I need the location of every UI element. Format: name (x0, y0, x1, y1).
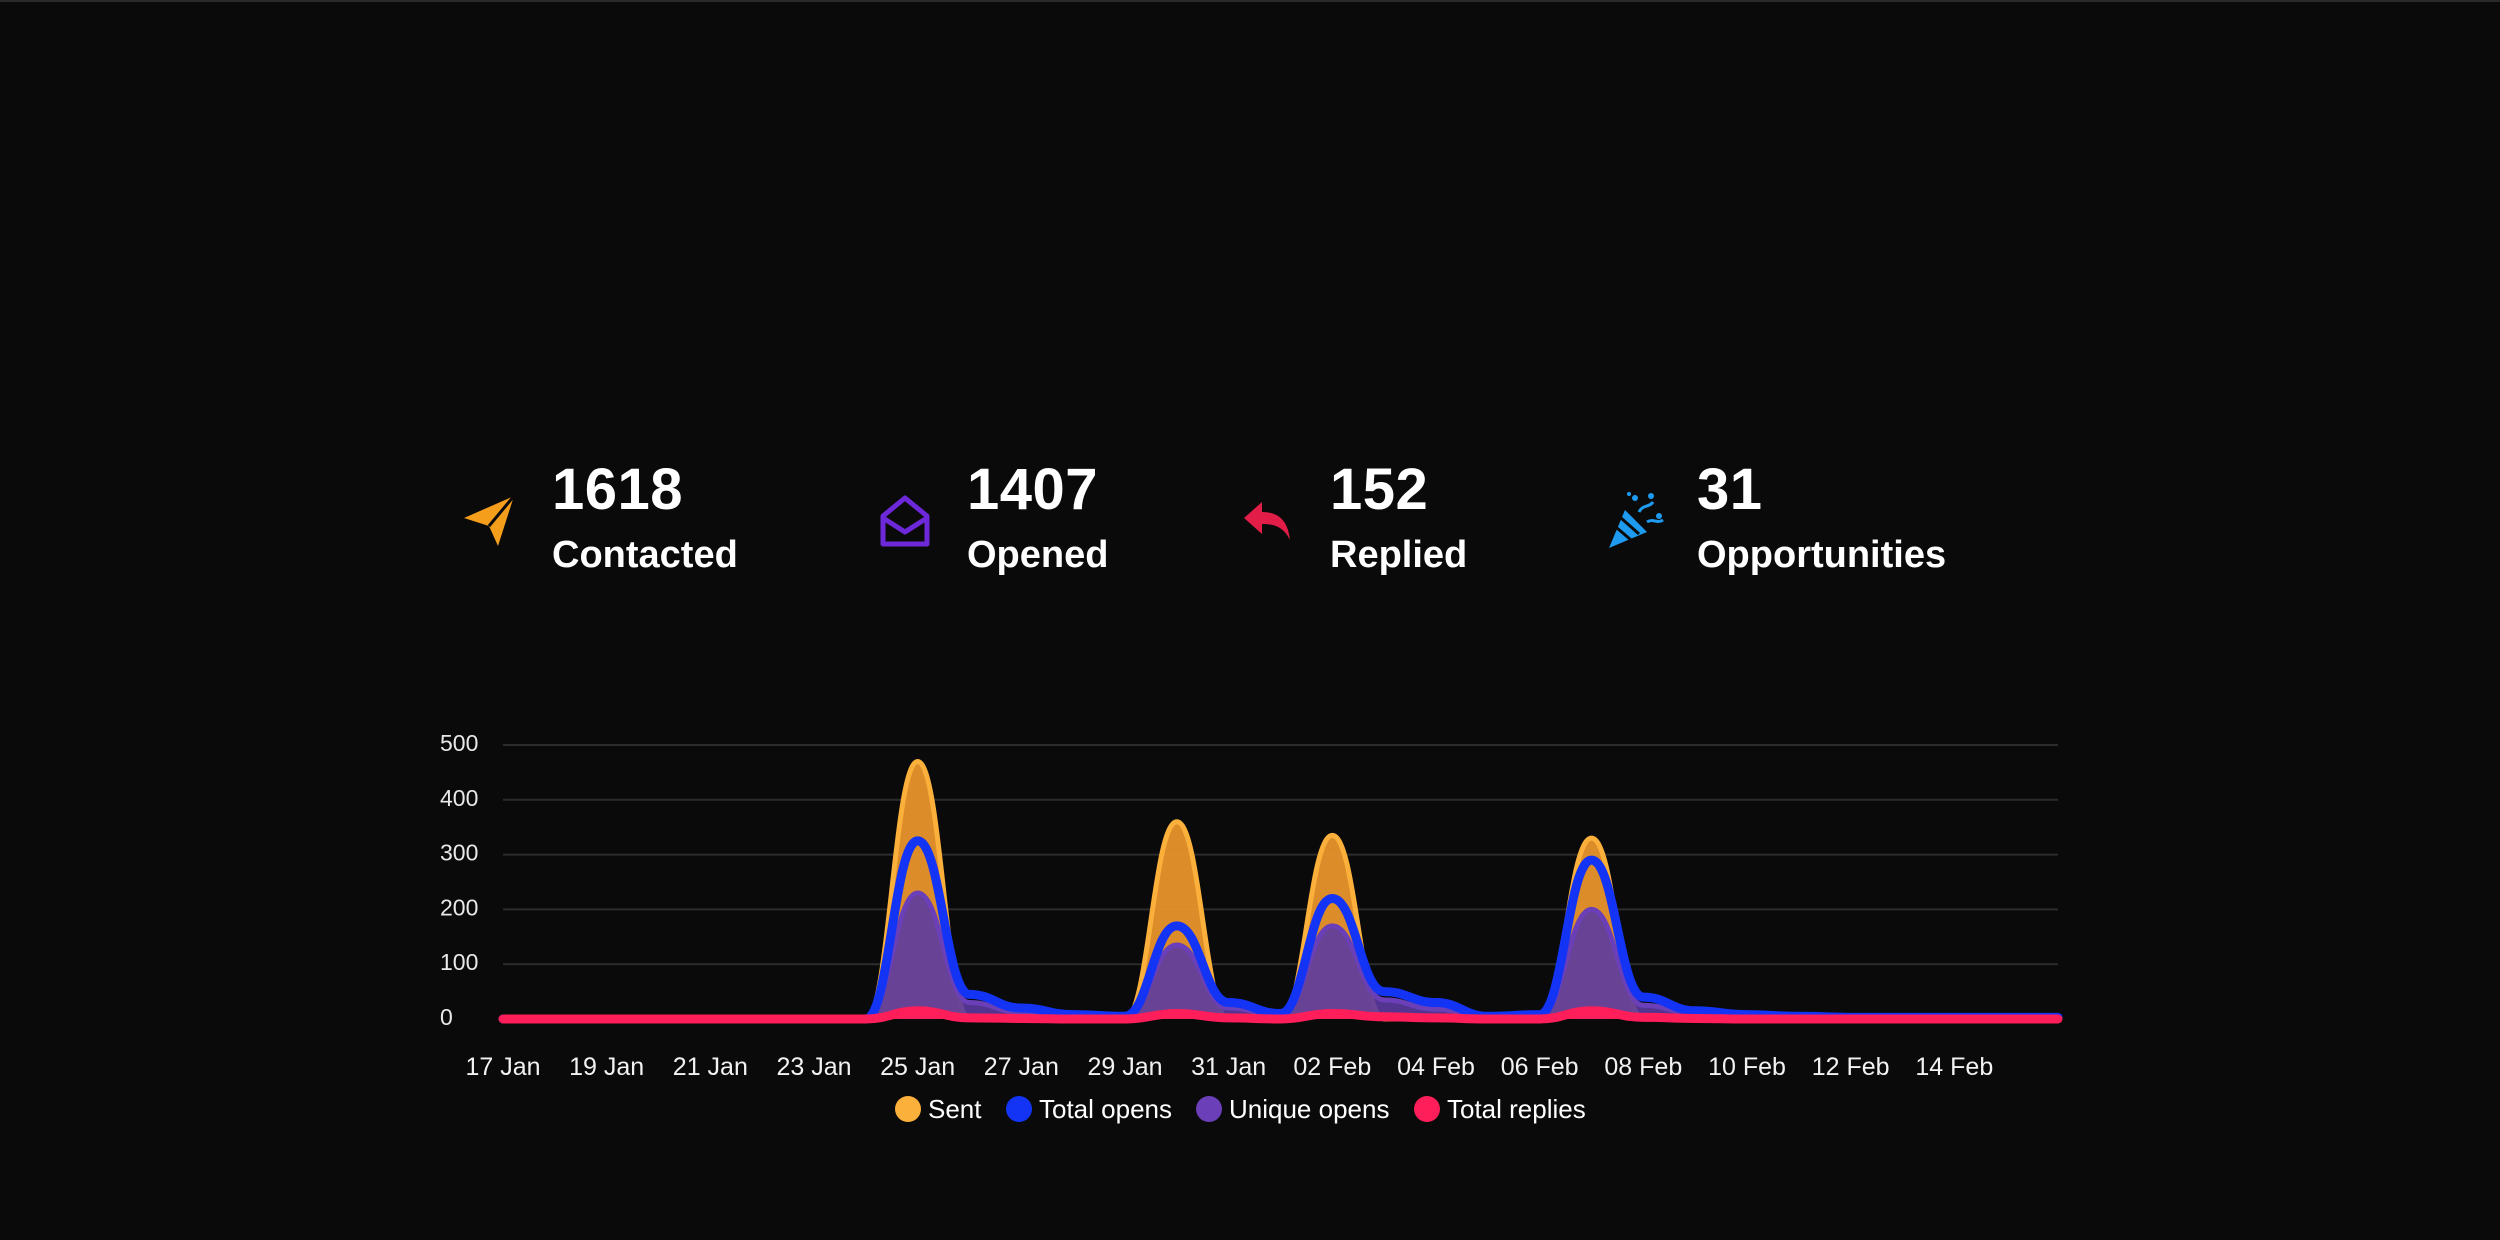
x-axis-ticks: 17 Jan 19 Jan 21 Jan 23 Jan 25 Jan 27 Jan 29 J… (465, 1053, 1993, 1081)
paper-plane-icon (464, 495, 516, 546)
y-tick-label: 200 (440, 894, 478, 920)
y-tick-label: 100 (440, 949, 478, 975)
x-tick-label: 21 Jan (673, 1053, 748, 1081)
legend-label: Sent (928, 1094, 982, 1124)
top-border (0, 0, 2500, 2)
x-tick-label: 23 Jan (776, 1053, 851, 1081)
stat-value: 31 (1697, 457, 1763, 522)
stat-value: 1407 (967, 457, 1099, 522)
party-popper-icon (1609, 492, 1664, 548)
x-tick-label: 08 Feb (1604, 1053, 1682, 1081)
grid-lines (503, 744, 2058, 966)
legend-marker (1414, 1096, 1440, 1122)
stat-value: 152 (1330, 457, 1429, 522)
series-line-total-replies (498, 1006, 2063, 1024)
x-tick-label: 27 Jan (984, 1053, 1059, 1081)
y-tick-label: 500 (440, 730, 478, 756)
series-line-total-opens (498, 836, 2063, 1024)
y-axis-ticks: 500 400 300 200 100 0 (440, 730, 478, 1030)
series-areas (498, 758, 2063, 1024)
x-tick-label: 19 Jan (569, 1053, 644, 1081)
x-tick-label: 31 Jan (1191, 1053, 1266, 1081)
legend-marker (1006, 1096, 1032, 1122)
x-tick-label: 04 Feb (1397, 1053, 1475, 1081)
x-tick-label: 10 Feb (1708, 1053, 1786, 1081)
y-tick-label: 400 (440, 785, 478, 811)
stat-value: 1618 (552, 457, 684, 522)
open-envelope-icon (880, 495, 930, 547)
x-tick-label: 02 Feb (1293, 1053, 1371, 1081)
stats-row: 1618 Contacted 1407 Opened 152 Replied 3… (460, 452, 2060, 592)
legend-marker (895, 1096, 921, 1122)
stat-label: Contacted (552, 534, 738, 576)
reply-arrow-icon (1244, 502, 1290, 540)
stat-label: Replied (1330, 534, 1468, 576)
x-tick-label: 12 Feb (1812, 1053, 1890, 1081)
y-tick-label: 300 (440, 840, 478, 866)
x-tick-label: 14 Feb (1915, 1053, 1993, 1081)
stat-label: Opportunities (1697, 534, 1947, 576)
x-tick-label: 06 Feb (1501, 1053, 1579, 1081)
legend-label: Total replies (1447, 1094, 1586, 1124)
series-area-unique-opens (503, 892, 2058, 1019)
legend-marker (1196, 1096, 1222, 1122)
x-tick-label: 17 Jan (465, 1053, 540, 1081)
y-tick-label: 0 (440, 1004, 453, 1030)
series-line-unique-opens (500, 890, 2061, 1022)
chart-legend: Sent Total opens Unique opens Total replies (895, 1094, 1586, 1124)
legend-label: Total opens (1039, 1094, 1172, 1124)
stat-label: Opened (967, 534, 1109, 576)
x-tick-label: 29 Jan (1087, 1053, 1162, 1081)
x-tick-label: 25 Jan (880, 1053, 955, 1081)
legend-label: Unique opens (1229, 1094, 1389, 1124)
